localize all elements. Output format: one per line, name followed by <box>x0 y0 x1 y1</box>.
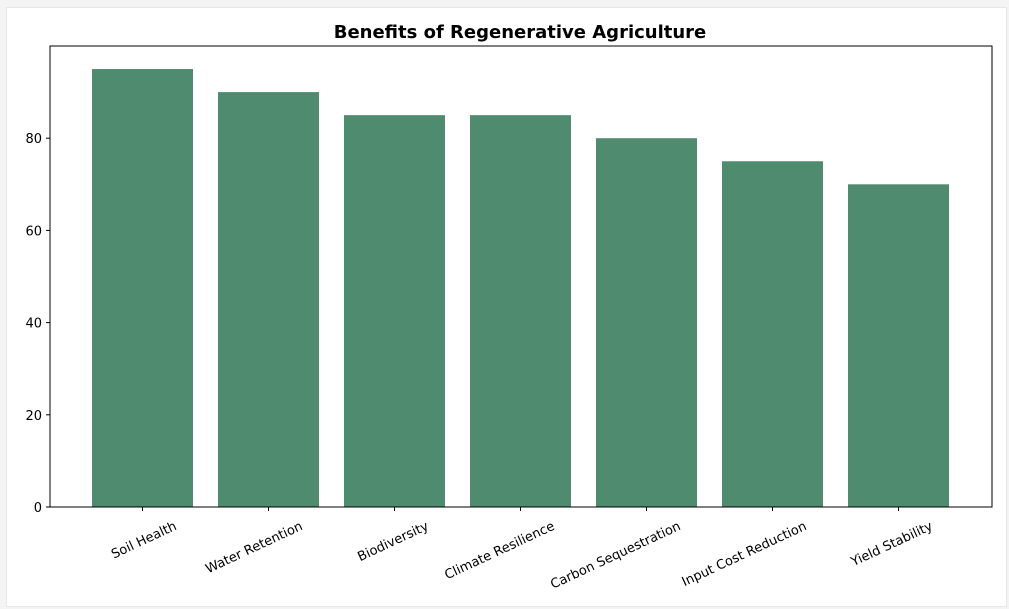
bar-input-cost-reduction <box>722 161 823 507</box>
bar-carbon-sequestration <box>596 138 697 507</box>
y-tick-label: 40 <box>25 317 42 332</box>
x-tick-label: Biodiversity <box>355 519 431 565</box>
x-tick-label: Water Retention <box>203 519 305 577</box>
bar-water-retention <box>218 92 319 507</box>
y-axis: 0 20 40 60 80 <box>25 132 50 516</box>
x-tick-label: Carbon Sequestration <box>548 519 683 593</box>
bar-soil-health <box>92 69 193 508</box>
y-tick-label: 0 <box>34 501 42 516</box>
y-tick-label: 80 <box>25 132 42 147</box>
chart-title: Benefits of Regenerative Agriculture <box>334 22 707 43</box>
x-tick-label: Climate Resilience <box>442 519 557 583</box>
bar-climate-resilience <box>470 115 571 508</box>
plot-area-border <box>49 45 993 508</box>
x-tick-label: Yield Stability <box>848 519 936 570</box>
bar-biodiversity <box>344 115 445 508</box>
x-tick-label: Soil Health <box>109 519 179 562</box>
y-tick-label: 20 <box>25 409 42 424</box>
y-tick-label: 60 <box>25 224 42 239</box>
bars-group <box>92 69 949 508</box>
x-tick-label: Input Cost Reduction <box>680 519 809 590</box>
bar-yield-stability <box>848 184 949 508</box>
x-axis: Soil Health Water Retention Biodiversity Cl… <box>109 507 935 593</box>
